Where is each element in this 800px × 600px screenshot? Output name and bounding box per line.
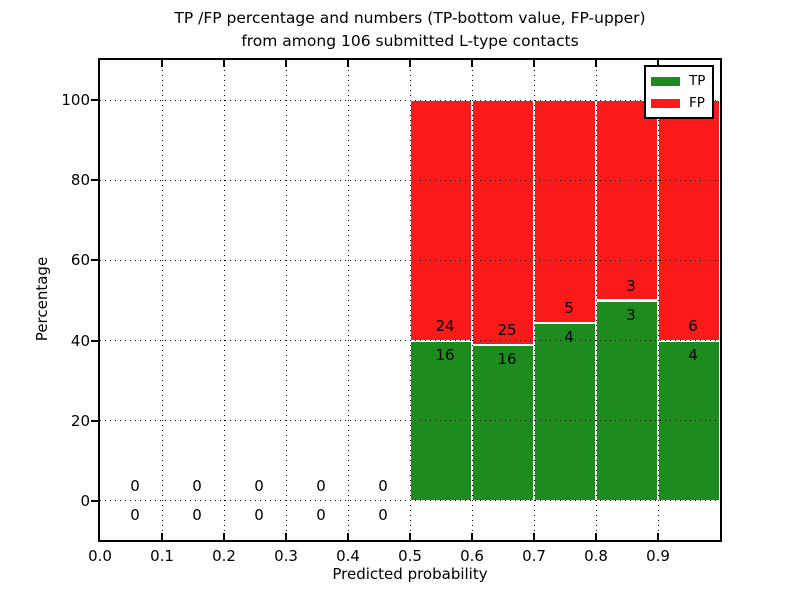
- chart-title-line1: TP /FP percentage and numbers (TP-bottom…: [174, 9, 646, 27]
- legend-item-tp: TP: [651, 70, 705, 92]
- y-tick-mark: [91, 259, 98, 262]
- y-tick-label: 100: [61, 91, 90, 110]
- bar-segment-fp: [410, 100, 472, 341]
- bar-segment-tp: [596, 300, 658, 501]
- gridline-vertical: [657, 60, 659, 540]
- x-tick-mark-top: [533, 60, 535, 67]
- fp-count-label: 0: [192, 476, 202, 495]
- x-tick-mark: [347, 533, 349, 540]
- tp-count-label: 16: [435, 345, 455, 364]
- x-tick-label: 0.7: [522, 547, 546, 565]
- tp-count-label: 0: [192, 505, 202, 524]
- tp-count-label: 16: [497, 349, 517, 368]
- fp-count-label: 0: [130, 476, 140, 495]
- x-tick-mark: [533, 533, 535, 540]
- gridline-vertical: [161, 60, 163, 540]
- gridline-horizontal: [100, 420, 720, 422]
- x-tick-mark: [285, 533, 287, 540]
- x-tick-mark-top: [285, 60, 287, 67]
- gridline-horizontal: [100, 259, 720, 261]
- y-tick-label: 20: [70, 411, 90, 430]
- y-tick-mark: [91, 499, 98, 502]
- legend-swatch-tp-icon: [651, 76, 680, 86]
- tp-count-label: 0: [316, 505, 326, 524]
- plot-area: 0 0 0 0 0 0 0 0 0 0 24 16 25 16 5 4 3 3 6 4: [91, 58, 722, 542]
- tp-count-label: 0: [254, 505, 264, 524]
- x-tick-mark-top: [657, 60, 659, 67]
- bar-segment-fp: [534, 100, 596, 323]
- gridline-horizontal: [100, 179, 720, 181]
- fp-count-label: 0: [316, 476, 326, 495]
- x-tick-label: 0.5: [398, 547, 422, 565]
- fp-count-label: 5: [564, 298, 574, 317]
- bar-segment-tp: [472, 344, 534, 501]
- gridline-vertical: [347, 60, 349, 540]
- gridline-horizontal: [100, 99, 720, 101]
- fp-count-label: 6: [688, 316, 698, 335]
- legend-item-fp: FP: [651, 92, 705, 114]
- x-tick-mark: [471, 533, 473, 540]
- x-tick-mark: [657, 533, 659, 540]
- chart-title-line2: from among 106 submitted L-type contacts: [241, 32, 579, 50]
- y-axis-label: Percentage: [33, 256, 51, 342]
- fp-count-label: 25: [497, 320, 517, 339]
- x-tick-label: 0.6: [460, 547, 484, 565]
- x-tick-label: 0.4: [336, 547, 360, 565]
- fp-count-label: 3: [626, 276, 636, 295]
- bar-segment-fp: [472, 100, 534, 345]
- x-tick-mark-top: [161, 60, 163, 67]
- tp-count-label: 3: [626, 305, 636, 324]
- gridline-vertical: [285, 60, 287, 540]
- x-tick-mark: [595, 533, 597, 540]
- x-tick-label: 0.0: [88, 547, 112, 565]
- x-tick-label: 0.9: [646, 547, 670, 565]
- gridline-vertical: [223, 60, 225, 540]
- tp-count-label: 4: [564, 327, 574, 346]
- x-tick-label: 0.8: [584, 547, 608, 565]
- tp-count-label: 0: [130, 505, 140, 524]
- gridline-vertical: [471, 60, 473, 540]
- chart-title: TP /FP percentage and numbers (TP-bottom…: [90, 7, 730, 53]
- bar-segment-fp: [658, 100, 720, 341]
- y-tick-mark: [91, 179, 98, 182]
- x-tick-mark: [161, 533, 163, 540]
- x-axis-label: Predicted probability: [332, 565, 488, 583]
- tp-count-label: 0: [378, 505, 388, 524]
- x-tick-mark-top: [471, 60, 473, 67]
- gridline-vertical: [409, 60, 411, 540]
- y-tick-label: 0: [80, 491, 90, 510]
- x-tick-label: 0.3: [274, 547, 298, 565]
- fp-count-label: 24: [435, 316, 455, 335]
- x-tick-mark-top: [409, 60, 411, 67]
- y-tick-mark: [91, 419, 98, 422]
- gridline-horizontal: [100, 340, 720, 342]
- legend: TP FP: [644, 65, 715, 119]
- bar-segment-tp: [534, 322, 596, 501]
- legend-swatch-fp-icon: [651, 98, 680, 108]
- gridline-vertical: [533, 60, 535, 540]
- y-tick-label: 60: [70, 251, 90, 270]
- y-tick-mark: [91, 339, 98, 342]
- bar-segment-fp: [596, 100, 658, 301]
- fp-count-label: 0: [378, 476, 388, 495]
- tp-count-label: 4: [688, 345, 698, 364]
- x-tick-label: 0.1: [150, 547, 174, 565]
- x-tick-mark-top: [347, 60, 349, 67]
- x-tick-mark-top: [595, 60, 597, 67]
- gridline-horizontal: [100, 500, 720, 502]
- x-tick-label: 0.2: [212, 547, 236, 565]
- x-tick-mark: [223, 533, 225, 540]
- legend-label-tp: TP: [689, 73, 706, 89]
- x-tick-mark-top: [223, 60, 225, 67]
- gridline-vertical: [595, 60, 597, 540]
- y-tick-mark: [91, 99, 98, 102]
- y-tick-label: 80: [70, 171, 90, 190]
- fp-count-label: 0: [254, 476, 264, 495]
- legend-label-fp: FP: [689, 95, 705, 111]
- x-tick-mark: [409, 533, 411, 540]
- y-tick-label: 40: [70, 331, 90, 350]
